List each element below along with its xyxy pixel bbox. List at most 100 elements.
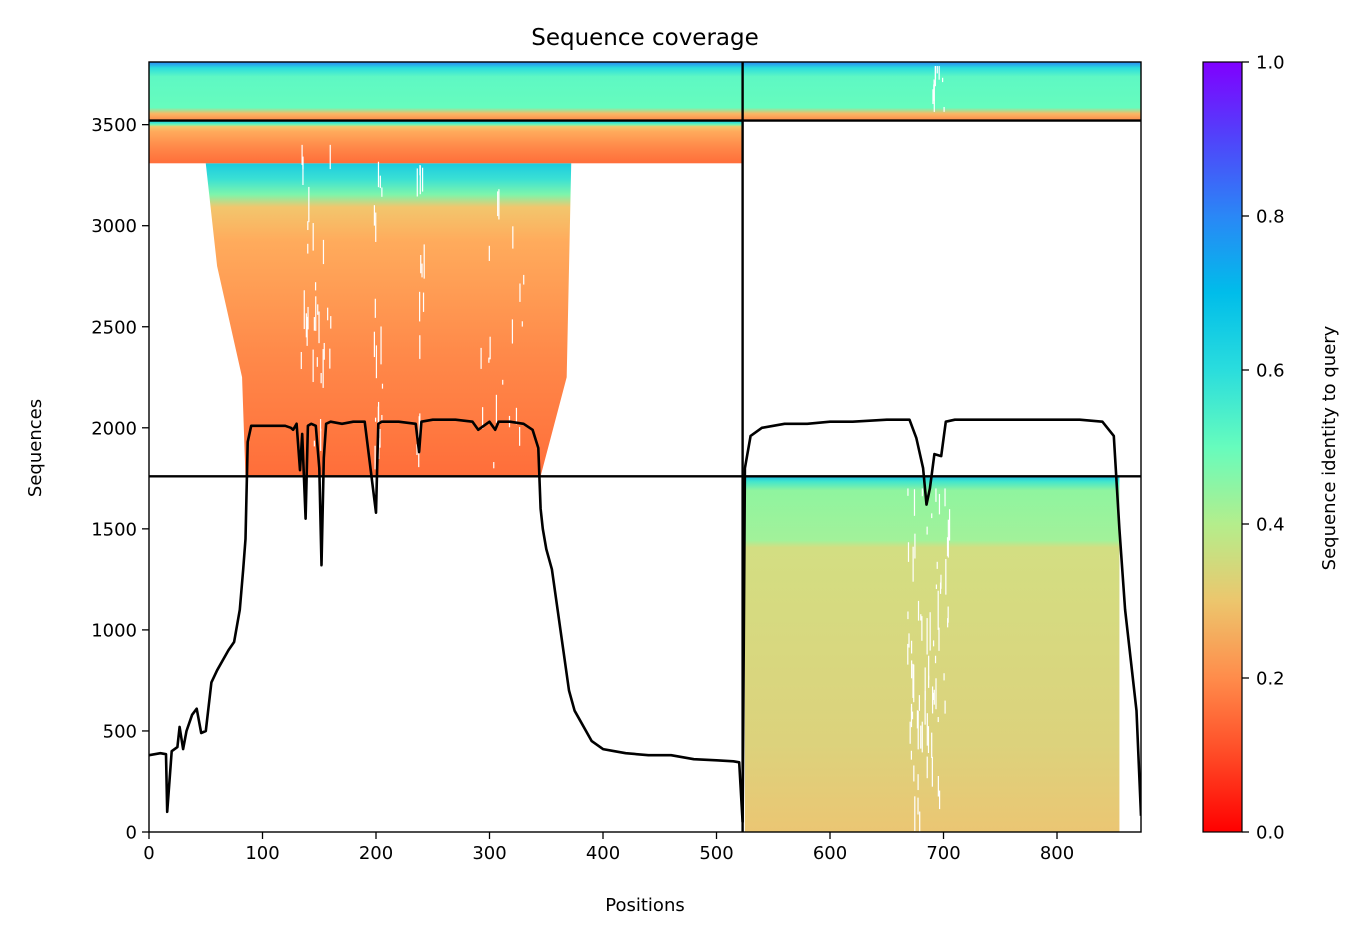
gap-streak <box>312 349 314 383</box>
gap-streak <box>482 407 484 429</box>
gap-streak <box>480 347 482 369</box>
gap-streak <box>942 77 944 83</box>
gap-streak <box>933 84 935 90</box>
chart-title: Sequence coverage <box>531 25 759 51</box>
gap-streak <box>315 296 317 331</box>
y-axis: 0 500 1000 1500 2000 2500 3000 3500 <box>91 115 149 844</box>
gap-streak <box>374 298 376 318</box>
gap-streak <box>318 311 320 344</box>
gap-streak <box>497 191 499 217</box>
gap-streak <box>917 774 919 791</box>
gap-streak <box>932 640 935 647</box>
gap-streak <box>935 584 938 590</box>
gap-streak <box>946 537 949 557</box>
x-tick-label: 200 <box>359 843 393 864</box>
y-tick-label: 3500 <box>91 115 137 136</box>
gap-streak <box>919 811 921 832</box>
gap-streak <box>375 345 378 379</box>
gap-streak <box>907 611 909 620</box>
gap-streak <box>913 664 915 703</box>
gap-streak <box>918 695 920 711</box>
gap-streak <box>381 383 384 389</box>
gap-streak <box>921 488 923 497</box>
y-tick-label: 1000 <box>91 620 137 641</box>
gap-streak <box>913 765 915 782</box>
gap-streak <box>307 221 309 231</box>
gap-streak <box>300 351 302 370</box>
msa-heatmap <box>149 62 1141 832</box>
gap-streak <box>419 165 421 195</box>
gap-streak <box>938 627 940 651</box>
gap-streak <box>303 290 305 330</box>
gap-streak <box>931 732 933 758</box>
gap-streak <box>502 379 504 385</box>
gap-streak <box>330 316 332 329</box>
gap-streak <box>932 692 935 700</box>
gap-streak <box>374 445 376 470</box>
gap-streak <box>907 542 910 562</box>
y-tick-label: 0 <box>126 823 137 844</box>
gap-streak <box>910 703 913 711</box>
gap-streak <box>908 633 910 648</box>
gap-streak <box>933 79 935 101</box>
x-tick-label: 0 <box>143 843 154 864</box>
gap-streak <box>323 342 325 360</box>
gap-streak <box>495 394 498 423</box>
gap-streak <box>907 488 909 496</box>
y-tick-label: 1500 <box>91 519 137 540</box>
gap-streak <box>945 559 947 595</box>
gap-streak <box>313 317 315 331</box>
x-tick-label: 100 <box>245 843 279 864</box>
gap-streak <box>313 440 315 447</box>
gap-streak <box>381 414 383 421</box>
colorbar-tick-label: 0.6 <box>1256 361 1285 382</box>
colorbar-tick-label: 0.8 <box>1256 207 1285 228</box>
x-axis-label: Positions <box>605 895 684 916</box>
alignment-region-top <box>149 120 743 164</box>
gap-streak <box>933 689 935 705</box>
gap-streak <box>307 306 309 330</box>
gap-streak <box>944 700 946 714</box>
gap-streak <box>418 441 420 468</box>
gap-streak <box>380 326 382 365</box>
gap-streak <box>911 660 913 679</box>
gap-streak <box>419 335 421 359</box>
coverage-line-layer <box>149 418 1141 824</box>
gap-streak <box>947 606 949 623</box>
colorbar-tick-label: 1.0 <box>1256 53 1285 74</box>
gap-streak <box>917 600 920 621</box>
block-boundaries <box>149 62 1141 832</box>
colorbar-label: Sequence identity to query <box>1319 325 1340 570</box>
gap-streak <box>488 357 490 363</box>
gap-streak <box>381 187 383 197</box>
gap-streak <box>379 428 381 448</box>
alignment-region <box>149 62 743 121</box>
gap-streak <box>909 721 911 744</box>
gap-streak <box>917 797 919 815</box>
x-tick-label: 500 <box>699 843 733 864</box>
gap-streak <box>944 488 946 507</box>
gap-streak <box>912 663 914 698</box>
x-tick-label: 800 <box>1040 843 1074 864</box>
gap-streak <box>928 675 930 688</box>
gap-streak <box>317 304 319 315</box>
gap-streak <box>322 239 325 265</box>
gap-streak <box>301 144 303 166</box>
gap-streak <box>307 243 309 254</box>
gap-streak <box>523 274 525 285</box>
gap-streak <box>419 165 421 176</box>
gap-streak <box>937 716 939 723</box>
gap-streak <box>938 790 941 810</box>
msa-block <box>149 120 743 477</box>
alignment-region <box>205 163 572 477</box>
gap-streak <box>377 401 380 435</box>
gap-streak <box>940 574 942 589</box>
gap-streak <box>938 66 940 80</box>
colorbar-tick-label: 0.4 <box>1256 515 1285 536</box>
gap-streak <box>493 462 495 469</box>
gap-streak <box>937 775 939 797</box>
gap-streak <box>926 713 928 746</box>
x-tick-label: 700 <box>926 843 960 864</box>
gap-streak <box>910 707 913 728</box>
gap-streak <box>302 156 304 170</box>
